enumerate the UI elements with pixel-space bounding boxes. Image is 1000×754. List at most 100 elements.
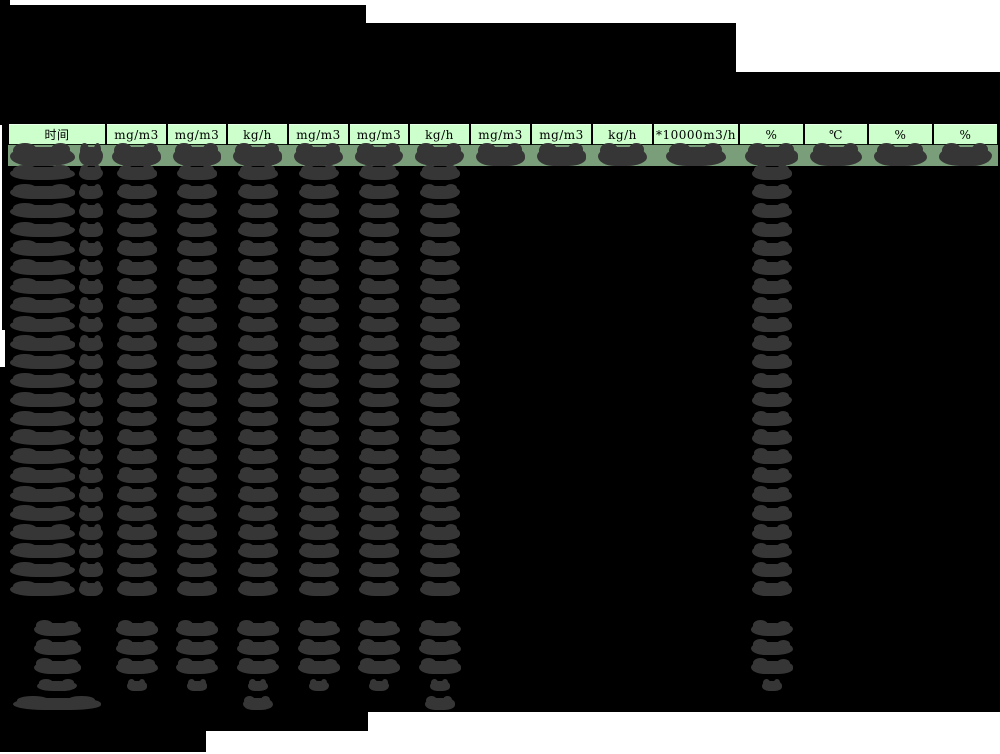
redacted-cell-value [298,505,339,521]
redacted-cell-value [236,620,279,636]
redacted-cell-value [424,695,455,710]
redacted-cell-value [177,164,217,181]
redacted-cell-value [116,353,157,370]
redacted-cell-value [177,580,217,597]
header-cell-unit-11[interactable]: % [740,124,803,145]
redacted-cell-value [79,221,103,238]
redacted-cell-value [116,202,157,219]
redacted-cell-value [176,658,218,674]
redacted-cell-value [37,679,77,691]
header-cell-time[interactable]: 时间 [9,124,105,145]
redacted-cell-value [237,278,278,294]
redacted-cell-value [10,297,75,313]
redacted-cell-value [751,580,792,597]
redacted-cell-value [237,448,278,464]
redacted-cell-value [751,523,792,540]
redacted-cell-value [116,221,157,238]
redacted-cell-value [10,240,75,256]
redacted-cell-value [298,542,339,559]
redacted-cell-value [79,448,103,464]
redacted-cell-value [751,561,792,578]
redacted-cell-value [116,429,157,445]
redacted-cell-value [419,505,460,521]
redacted-cell-value [419,183,460,200]
redacted-cell-value [751,410,792,427]
redacted-cell-value [79,523,103,540]
redacted-cell-value [298,580,339,597]
redacted-cell-value [10,429,75,445]
header-cell-unit-1[interactable]: mg/m3 [107,124,166,145]
redacted-cell-value [79,240,103,256]
redacted-cell-value [237,297,278,313]
header-cell-unit-9[interactable]: kg/h [593,124,652,145]
redacted-cell-value [298,297,339,313]
redacted-cell-value [359,297,399,313]
redacted-cell-value [359,278,399,294]
redacted-cell-value [666,142,726,166]
header-cell-unit-10[interactable]: *10000m3/h [654,124,738,145]
header-cell-unit-12[interactable]: ℃ [805,124,867,145]
header-cell-unit-5[interactable]: mg/m3 [350,124,408,145]
redacted-cell-value [419,542,460,559]
redacted-cell-value [419,278,460,294]
redacted-cell-value [419,164,460,181]
redacted-cell-value [10,580,75,597]
redacted-cell-value [419,486,460,502]
redacted-cell-value [298,221,339,238]
redacted-cell-value [297,639,340,655]
redacted-cell-value [419,429,460,445]
redacted-cell-value [79,334,103,351]
header-cell-unit-8[interactable]: mg/m3 [532,124,591,145]
redacted-cell-value [116,580,157,597]
redacted-cell-value [369,679,389,691]
redacted-cell-value [418,620,461,636]
header-cell-unit-4[interactable]: mg/m3 [289,124,348,145]
header-cell-unit-7[interactable]: mg/m3 [471,124,530,145]
header-cell-unit-14[interactable]: % [934,124,997,145]
redacted-cell-value [116,410,157,427]
redacted-cell-value [237,580,278,597]
redacted-cell-value [10,467,75,483]
redacted-cell-value [359,221,399,238]
redacted-cell-value [751,334,792,351]
redacted-cell-value [237,429,278,445]
header-cell-unit-3[interactable]: kg/h [228,124,287,145]
redacted-cell-value [34,658,81,674]
redacted-cell-value [177,297,217,313]
redacted-cell-value [359,467,399,483]
redacted-cell-value [10,221,75,238]
redacted-cell-value [116,391,157,408]
redacted-cell-value [79,142,103,166]
redacted-cell-value [751,202,792,219]
redacted-cell-value [751,297,792,313]
redacted-cell-value [418,658,461,674]
redacted-cell-value [751,183,792,200]
redacted-cell-value [177,240,217,256]
redacted-cell-value [359,372,399,389]
white-patch [0,125,2,330]
redacted-cell-value [10,278,75,294]
redacted-cell-value [359,353,399,370]
redacted-cell-value [298,429,339,445]
redacted-cell-value [745,142,798,166]
redacted-cell-value [298,316,339,332]
redacted-cell-value [237,486,278,502]
header-cell-unit-13[interactable]: % [869,124,932,145]
redacted-cell-value [177,448,217,464]
redacted-cell-value [419,372,460,389]
redacted-cell-value [751,486,792,502]
redacted-cell-value [10,486,75,502]
redacted-cell-value [359,410,399,427]
redacted-cell-value [79,183,103,200]
redacted-cell-value [298,486,339,502]
redacted-cell-value [79,297,103,313]
redacted-cell-value [177,353,217,370]
redacted-cell-value [418,639,461,655]
redacted-cell-value [79,467,103,483]
redacted-cell-value [177,183,217,200]
redacted-cell-value [10,561,75,578]
header-cell-unit-2[interactable]: mg/m3 [168,124,226,145]
header-cell-unit-6[interactable]: kg/h [410,124,469,145]
redacted-cell-value [751,542,792,559]
redacted-cell-value [298,353,339,370]
